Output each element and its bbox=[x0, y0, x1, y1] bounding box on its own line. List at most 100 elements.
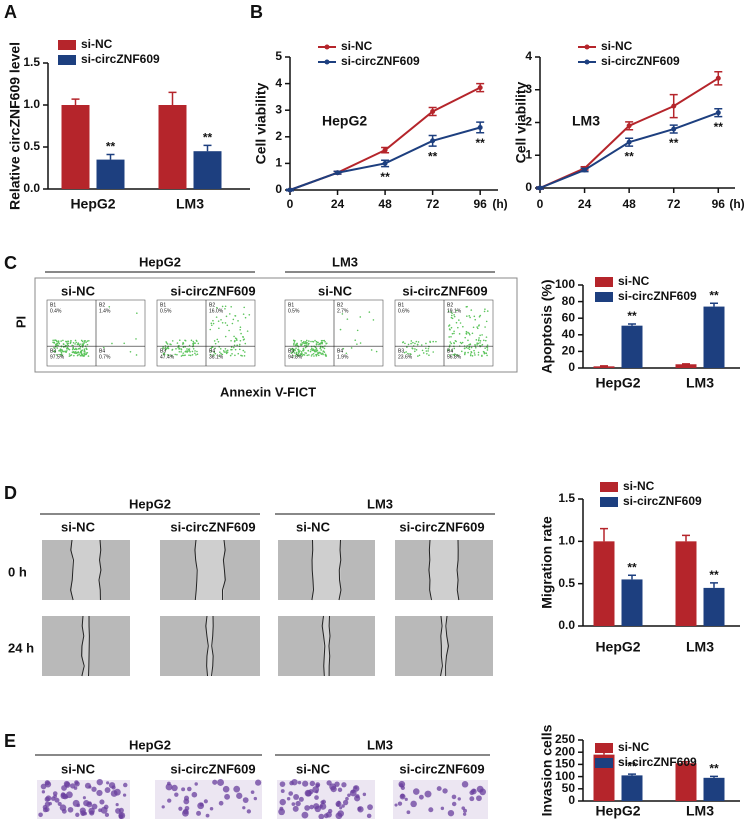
flow-event bbox=[425, 350, 428, 352]
flow-event bbox=[470, 309, 473, 311]
cell bbox=[302, 780, 309, 787]
flow-event bbox=[460, 342, 463, 345]
cell bbox=[236, 792, 243, 799]
flow-event bbox=[218, 327, 220, 330]
flow-event bbox=[462, 325, 464, 328]
flow-event bbox=[307, 349, 310, 352]
flow-event bbox=[242, 349, 245, 352]
flow-event bbox=[470, 346, 473, 349]
flow-event bbox=[210, 324, 213, 327]
flow-event bbox=[477, 354, 480, 356]
point bbox=[382, 160, 388, 166]
x-tick-label: HepG2 bbox=[595, 639, 640, 655]
cell bbox=[337, 810, 345, 817]
y-tick-label: 1 bbox=[525, 147, 532, 161]
flow-event bbox=[308, 354, 310, 356]
cell bbox=[196, 810, 202, 816]
flow-event bbox=[293, 355, 295, 357]
quadrant-pct: 36.1% bbox=[209, 355, 224, 361]
wound bbox=[430, 540, 458, 600]
flow-event bbox=[302, 353, 305, 356]
flow-event bbox=[67, 340, 69, 342]
quadrant-id: B1 bbox=[160, 302, 166, 308]
flow-event bbox=[234, 348, 237, 351]
legend-swatch bbox=[324, 59, 330, 65]
quadrant-pct: 0.4% bbox=[50, 308, 62, 314]
flow-event bbox=[316, 349, 319, 352]
flow-event bbox=[213, 351, 215, 354]
legend-swatch bbox=[584, 44, 590, 50]
panel-letter: C bbox=[4, 253, 17, 273]
flow-event bbox=[478, 315, 481, 318]
flow-event bbox=[79, 354, 82, 357]
flow-event bbox=[302, 349, 305, 352]
error-bar bbox=[628, 574, 636, 580]
flow-event bbox=[451, 312, 453, 314]
sample-label: si-NC bbox=[61, 283, 96, 298]
point bbox=[582, 167, 588, 173]
cell bbox=[315, 782, 321, 788]
flow-event bbox=[65, 340, 68, 343]
flow-event bbox=[460, 350, 463, 353]
flow-event bbox=[465, 346, 468, 349]
y-axis-label: Invasion cells bbox=[539, 724, 555, 816]
cell bbox=[291, 802, 296, 806]
flow-event bbox=[184, 354, 186, 356]
flow-event bbox=[314, 339, 316, 342]
flow-event bbox=[417, 355, 419, 357]
flow-event bbox=[448, 336, 450, 338]
flow-event bbox=[465, 330, 468, 333]
quadrant-pct: 19.1% bbox=[447, 308, 462, 314]
wound-edge bbox=[456, 539, 460, 601]
flow-event bbox=[469, 316, 471, 319]
cell bbox=[72, 799, 80, 807]
quadrant-pct: 47.4% bbox=[160, 355, 175, 361]
error-bar bbox=[71, 98, 80, 105]
flow-event bbox=[310, 347, 313, 350]
cell bbox=[184, 805, 190, 811]
y-tick-label: 80 bbox=[562, 294, 576, 308]
flow-event bbox=[309, 350, 312, 353]
flow-event bbox=[81, 349, 84, 352]
flow-event bbox=[56, 342, 59, 345]
flow-event bbox=[166, 343, 169, 345]
cell bbox=[194, 782, 198, 786]
flow-event bbox=[295, 343, 297, 346]
flow-event bbox=[305, 344, 308, 346]
flow-event bbox=[469, 343, 472, 346]
x-tick-label: LM3 bbox=[686, 375, 714, 391]
y-tick-label: 60 bbox=[562, 310, 576, 324]
flow-event bbox=[224, 305, 227, 308]
flow-event bbox=[293, 344, 295, 346]
flow-event bbox=[221, 305, 224, 308]
flow-event bbox=[234, 354, 236, 357]
flow-event bbox=[217, 320, 220, 322]
quadrant-pct: 56.8% bbox=[447, 355, 462, 361]
flow-event bbox=[453, 332, 455, 335]
y-tick-label: 100 bbox=[555, 277, 575, 291]
flow-event bbox=[59, 353, 61, 356]
cell bbox=[104, 787, 111, 793]
flow-event bbox=[170, 343, 172, 346]
flow-event bbox=[74, 343, 76, 345]
bar bbox=[703, 777, 725, 801]
wound-edge bbox=[222, 539, 226, 601]
significance: ** bbox=[106, 140, 116, 154]
flow-event bbox=[301, 352, 303, 355]
point bbox=[430, 109, 436, 115]
flow-event bbox=[212, 322, 215, 325]
flow-event bbox=[304, 341, 307, 343]
cell bbox=[362, 792, 367, 797]
flow-event bbox=[213, 340, 216, 342]
flow-event bbox=[108, 305, 111, 308]
flow-event bbox=[482, 339, 485, 342]
legend-label: si-NC bbox=[341, 39, 373, 53]
flow-event bbox=[473, 349, 475, 352]
cell bbox=[293, 794, 300, 800]
flow-event bbox=[450, 316, 453, 319]
y-tick-label: 0.0 bbox=[558, 618, 575, 632]
x-axis-label: Annexin V-FICT bbox=[220, 384, 316, 399]
cell bbox=[91, 786, 97, 792]
flow-event bbox=[304, 344, 306, 347]
cell bbox=[123, 782, 128, 788]
